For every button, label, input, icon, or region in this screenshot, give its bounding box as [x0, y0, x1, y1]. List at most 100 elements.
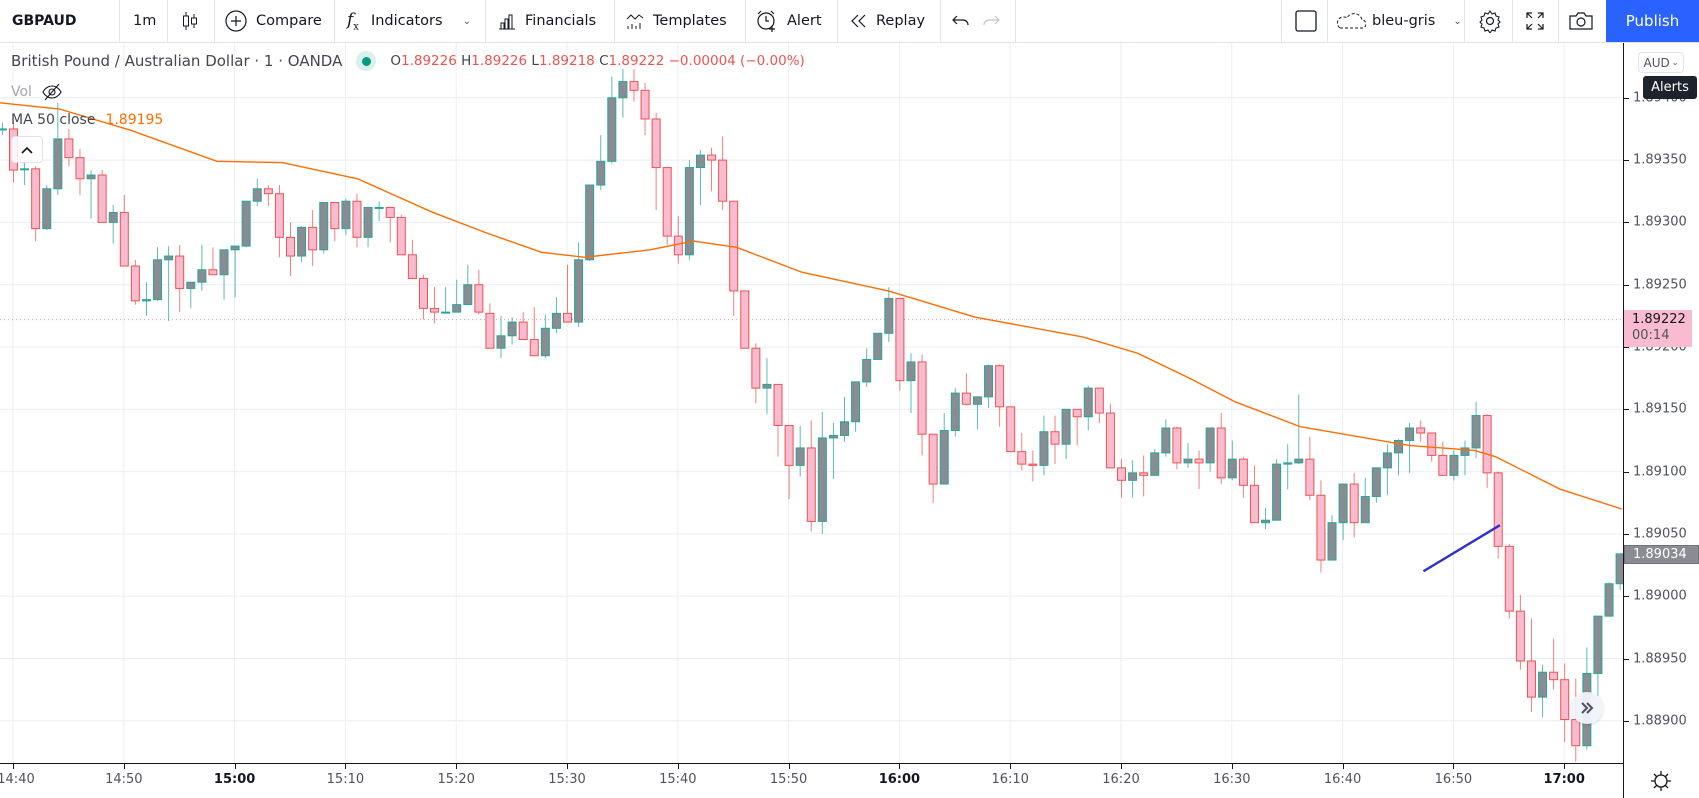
volume-label: Vol: [11, 84, 32, 100]
price-tick: [1624, 658, 1629, 660]
candle-down: [917, 354, 927, 456]
candle-body: [175, 255, 185, 289]
candle-up: [1371, 467, 1381, 503]
trend-line-drawing[interactable]: [1422, 524, 1501, 573]
candle-body: [928, 433, 938, 485]
financials-button[interactable]: Financials: [497, 0, 596, 42]
divider: [1281, 0, 1282, 42]
candle-body: [1371, 467, 1381, 498]
price-tick: [1624, 720, 1629, 722]
replay-button[interactable]: Replay: [850, 0, 925, 42]
candle-up: [1294, 394, 1304, 465]
candle-down: [1416, 420, 1426, 442]
candle-body: [474, 284, 484, 313]
candle-down: [740, 290, 750, 349]
candle-up: [884, 287, 894, 343]
candle-body: [574, 259, 584, 323]
candle-body: [1161, 427, 1171, 454]
candle-up: [441, 287, 451, 314]
candle-up: [197, 244, 207, 291]
chart-type-button[interactable]: [181, 0, 201, 42]
candle-down: [308, 209, 318, 267]
candle-body: [141, 299, 151, 302]
time-tick: [123, 764, 125, 769]
candle-up: [1061, 408, 1071, 460]
open-value: 1.89226: [401, 53, 457, 69]
collapse-legend-button[interactable]: [11, 136, 43, 163]
candle-up: [1205, 427, 1215, 472]
candle-up: [452, 279, 462, 313]
last-price-value: 1.89222: [1632, 312, 1686, 327]
candle-down: [961, 373, 971, 406]
candlestick-chart[interactable]: [0, 43, 1623, 763]
candle-body: [640, 89, 650, 120]
layout-dropdown[interactable]: bleu-gris ⌄: [1336, 0, 1462, 42]
candle-up: [496, 315, 506, 359]
candle-body: [762, 383, 772, 389]
scroll-to-realtime-button[interactable]: [1571, 692, 1603, 724]
candle-down: [130, 259, 140, 305]
templates-button[interactable]: Templates: [625, 0, 727, 42]
candle-down: [895, 297, 905, 391]
time-tick: [234, 764, 236, 769]
candle-body: [684, 167, 694, 256]
candle-up: [20, 160, 30, 186]
chart-pane[interactable]: [0, 43, 1623, 763]
settings-button[interactable]: [1478, 0, 1502, 42]
candle-up: [596, 135, 606, 191]
alert-button[interactable]: Alert: [755, 0, 822, 42]
gear-icon: [1651, 771, 1671, 791]
bar-countdown: 00:14: [1632, 328, 1670, 343]
chevron-down-icon[interactable]: ⌄: [462, 15, 471, 27]
fullscreen-button[interactable]: [1524, 0, 1546, 42]
candle-body: [1360, 496, 1370, 524]
candle-body: [130, 265, 140, 302]
candle-body: [1305, 458, 1315, 496]
candle-up: [1283, 444, 1293, 490]
candle-down: [995, 364, 1005, 427]
divider: [214, 0, 215, 42]
time-label: 16:20: [1102, 772, 1140, 787]
symbol-title[interactable]: British Pound / Australian Dollar · 1 · …: [11, 52, 343, 70]
candle-body: [1028, 463, 1038, 466]
time-axis[interactable]: 14:40 14:50 15:00 15:10 15:20 15:30 15:40 15:50…: [0, 763, 1623, 798]
candle-down: [330, 201, 340, 242]
candle-up: [862, 348, 872, 387]
volume-indicator-legend[interactable]: Vol: [11, 83, 62, 101]
screenshot-button[interactable]: [1568, 0, 1594, 42]
candle-body: [1183, 458, 1193, 464]
symbol-search-button[interactable]: GBPAUD: [12, 13, 77, 29]
candle-down: [1316, 480, 1326, 573]
candle-body: [86, 174, 96, 180]
interval-button[interactable]: 1m: [133, 13, 157, 29]
compare-button[interactable]: Compare: [224, 0, 322, 42]
candle-up: [1593, 615, 1603, 696]
candle-up: [1405, 423, 1415, 473]
candle-up: [1128, 460, 1138, 498]
undo-button[interactable]: [952, 0, 970, 42]
price-axis[interactable]: 1.894001.893501.893001.892501.892001.891…: [1623, 43, 1699, 798]
eye-hidden-icon[interactable]: [42, 83, 62, 101]
candle-body: [707, 154, 717, 161]
candle-up: [1227, 440, 1237, 481]
axis-settings-button[interactable]: [1648, 768, 1674, 794]
candle-down: [640, 82, 650, 136]
candle-up: [319, 201, 329, 254]
publish-button[interactable]: Publish: [1606, 0, 1699, 42]
currency-dropdown[interactable]: AUD ⌄: [1638, 52, 1684, 73]
indicators-button[interactable]: fx Indicators ⌄: [347, 0, 471, 42]
candle-body: [817, 437, 827, 522]
candle-down: [707, 147, 717, 192]
candle-down: [1504, 543, 1514, 619]
divider: [614, 0, 615, 42]
redo-button[interactable]: [982, 0, 1000, 42]
price-label: 1.89000: [1633, 588, 1687, 604]
ma-indicator-legend[interactable]: MA 50 close 1.89195: [11, 112, 163, 128]
select-layout-checkbox[interactable]: [1294, 0, 1318, 42]
divider: [745, 0, 746, 42]
candle-down: [751, 343, 761, 404]
symbol-legend: British Pound / Australian Dollar · 1 · …: [11, 51, 805, 71]
candle-down: [97, 170, 107, 223]
candle-up: [1150, 449, 1160, 476]
candle-body: [828, 434, 838, 439]
